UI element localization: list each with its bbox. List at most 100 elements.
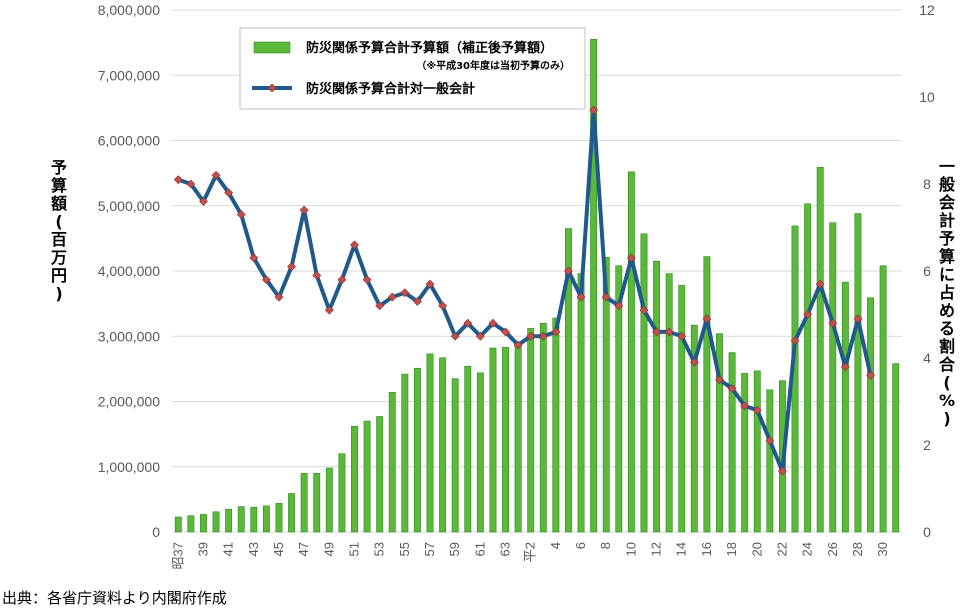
line-point xyxy=(639,305,649,315)
legend-box xyxy=(239,27,586,110)
x-tick-label: 49 xyxy=(321,542,336,556)
line-point xyxy=(614,301,624,311)
x-tick-label: 39 xyxy=(195,542,210,556)
x-tick-label: 41 xyxy=(221,542,236,556)
line-point xyxy=(727,384,737,393)
bar xyxy=(388,392,396,533)
line-point xyxy=(752,405,762,415)
line-point xyxy=(299,205,309,215)
bar xyxy=(804,203,812,533)
bar xyxy=(665,273,673,533)
bar xyxy=(690,324,698,533)
axis-title-glyph: 額 xyxy=(50,194,67,213)
bar xyxy=(502,347,509,533)
bar xyxy=(426,353,434,533)
y-right-axis-title: 一般会計予算に占める割合(%) xyxy=(939,157,956,428)
y-left-tick-label: 2,000,000 xyxy=(98,394,160,410)
line-point xyxy=(224,188,234,198)
line-point xyxy=(740,401,750,411)
x-tick-label: 6 xyxy=(573,542,588,549)
x-tick-label: 14 xyxy=(674,542,689,556)
line-point xyxy=(287,262,296,272)
bar xyxy=(766,389,774,533)
line-point xyxy=(362,275,372,285)
line-point xyxy=(803,310,813,319)
axis-title-glyph: る xyxy=(939,319,955,338)
line-point xyxy=(677,331,687,341)
x-tick-label: 57 xyxy=(422,542,437,556)
line-point xyxy=(626,253,636,263)
line-point xyxy=(413,297,422,306)
x-tick-label: 51 xyxy=(347,542,362,556)
y-right-tick-label: 2 xyxy=(923,437,931,453)
line-point xyxy=(564,266,573,276)
y-left-tick-label: 6,000,000 xyxy=(98,133,160,149)
line-point xyxy=(173,175,183,185)
x-tick-label: 平2 xyxy=(523,542,538,562)
line-point xyxy=(274,292,284,302)
x-tick-label: 28 xyxy=(850,542,865,556)
axis-title-glyph: % xyxy=(939,391,955,410)
y-right-tick-label: 6 xyxy=(923,263,931,279)
bar xyxy=(439,357,447,533)
axis-title-glyph: 一 xyxy=(939,157,955,176)
y-left-tick-label: 4,000,000 xyxy=(98,263,160,279)
x-tick-label: 12 xyxy=(649,542,664,556)
line-point xyxy=(312,270,322,280)
line-point xyxy=(589,105,599,115)
axis-title-glyph: ) xyxy=(943,409,950,428)
x-tick-label: 16 xyxy=(699,542,714,556)
axis-title-glyph: 計 xyxy=(939,211,955,230)
bar xyxy=(325,467,333,533)
bar xyxy=(841,281,849,533)
bar xyxy=(577,273,585,533)
x-tick-label: 63 xyxy=(498,542,513,556)
line-point xyxy=(551,327,561,337)
bar xyxy=(300,472,308,533)
axis-title-glyph: 占 xyxy=(939,283,955,302)
axis-title-glyph: 円 xyxy=(51,266,67,285)
bar xyxy=(653,260,661,533)
x-tick-label: 昭37 xyxy=(170,542,185,569)
line-point xyxy=(501,327,510,337)
legend-line-marker xyxy=(267,83,277,93)
axis-title-glyph: 予 xyxy=(51,158,67,177)
line-point xyxy=(664,327,674,337)
bar xyxy=(728,352,736,533)
bar xyxy=(413,367,421,533)
line-point xyxy=(324,305,334,315)
bar xyxy=(288,493,296,533)
axis-title-glyph: 般 xyxy=(939,175,955,194)
bar xyxy=(250,506,258,533)
axis-title-glyph: 万 xyxy=(50,248,67,267)
bar xyxy=(627,171,635,533)
bar xyxy=(476,372,484,533)
x-tick-label: 26 xyxy=(825,542,840,556)
axis-title-glyph: め xyxy=(939,301,955,320)
line-point xyxy=(576,292,586,302)
bar xyxy=(565,228,572,533)
axis-title-glyph: 算 xyxy=(939,247,955,266)
line-point xyxy=(765,436,775,446)
x-tick-label: 61 xyxy=(472,542,487,556)
line-point xyxy=(400,288,410,298)
axis-title-glyph: 百 xyxy=(51,230,67,249)
y-right-tick-label: 12 xyxy=(919,2,935,18)
axis-title-glyph: に xyxy=(939,265,955,284)
y-right-tick-label: 0 xyxy=(923,524,931,540)
line-point xyxy=(249,253,259,263)
x-tick-label: 55 xyxy=(397,542,412,556)
bar xyxy=(816,166,824,533)
bar xyxy=(867,297,874,533)
x-tick-label: 24 xyxy=(800,542,815,556)
bar xyxy=(552,317,560,533)
bar xyxy=(200,514,207,533)
bar xyxy=(640,233,648,533)
line-point xyxy=(853,314,863,324)
bar xyxy=(275,502,283,533)
bar xyxy=(262,505,270,533)
y-left-tick-label: 1,000,000 xyxy=(98,459,160,475)
bar xyxy=(174,516,182,533)
legend-bar-note: （※平成30年度は当初予算のみ） xyxy=(416,59,570,72)
line-point xyxy=(199,196,208,206)
